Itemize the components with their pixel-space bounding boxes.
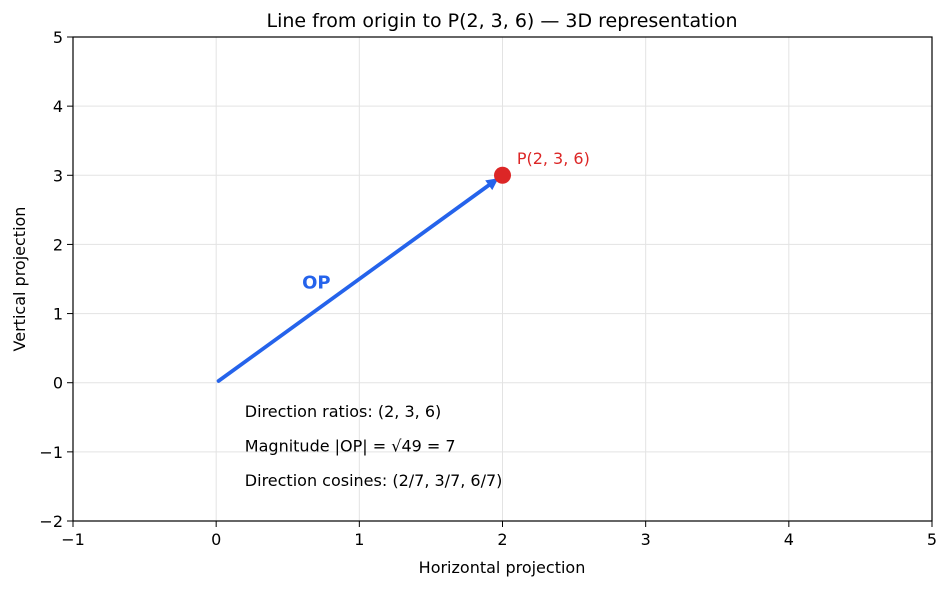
x-tick-label: −1: [61, 530, 85, 549]
x-tick-label: 4: [784, 530, 794, 549]
point-p-marker: [494, 166, 511, 184]
y-axis-title: Vertical projection: [10, 207, 29, 352]
y-tick-label: 0: [53, 374, 63, 393]
y-tick-label: 1: [53, 305, 63, 324]
chart-title: Line from origin to P(2, 3, 6) — 3D repr…: [266, 10, 737, 32]
x-tick-label: 5: [927, 530, 937, 549]
x-tick-label: 2: [497, 530, 507, 549]
annotations: OP P(2, 3, 6) Direction ratios: (2, 3, 6) M…: [245, 149, 590, 490]
grid: [72, 36, 933, 522]
y-tick-label: −1: [39, 443, 63, 462]
y-tick-label: −2: [39, 512, 63, 531]
y-tick-label: 4: [53, 97, 63, 116]
y-tick-label: 3: [53, 166, 63, 185]
y-tick-label: 5: [53, 28, 63, 47]
x-tick-label: 0: [211, 530, 221, 549]
point-p-label: P(2, 3, 6): [517, 149, 590, 168]
vector-op-line: [216, 178, 498, 383]
annotation-text: Magnitude |OP| = √49 = 7: [245, 436, 456, 455]
annotation-text: Direction ratios: (2, 3, 6): [245, 402, 441, 421]
y-tick-label: 2: [53, 235, 63, 254]
vector-op-arrowhead: [485, 178, 499, 191]
x-axis-title: Horizontal projection: [419, 558, 586, 577]
vector-op-label: OP: [302, 272, 331, 293]
annotation-text: Direction cosines: (2/7, 3/7, 6/7): [245, 471, 503, 490]
marks: [216, 166, 511, 383]
x-tick-label: 1: [354, 530, 364, 549]
x-tick-label: 3: [641, 530, 651, 549]
